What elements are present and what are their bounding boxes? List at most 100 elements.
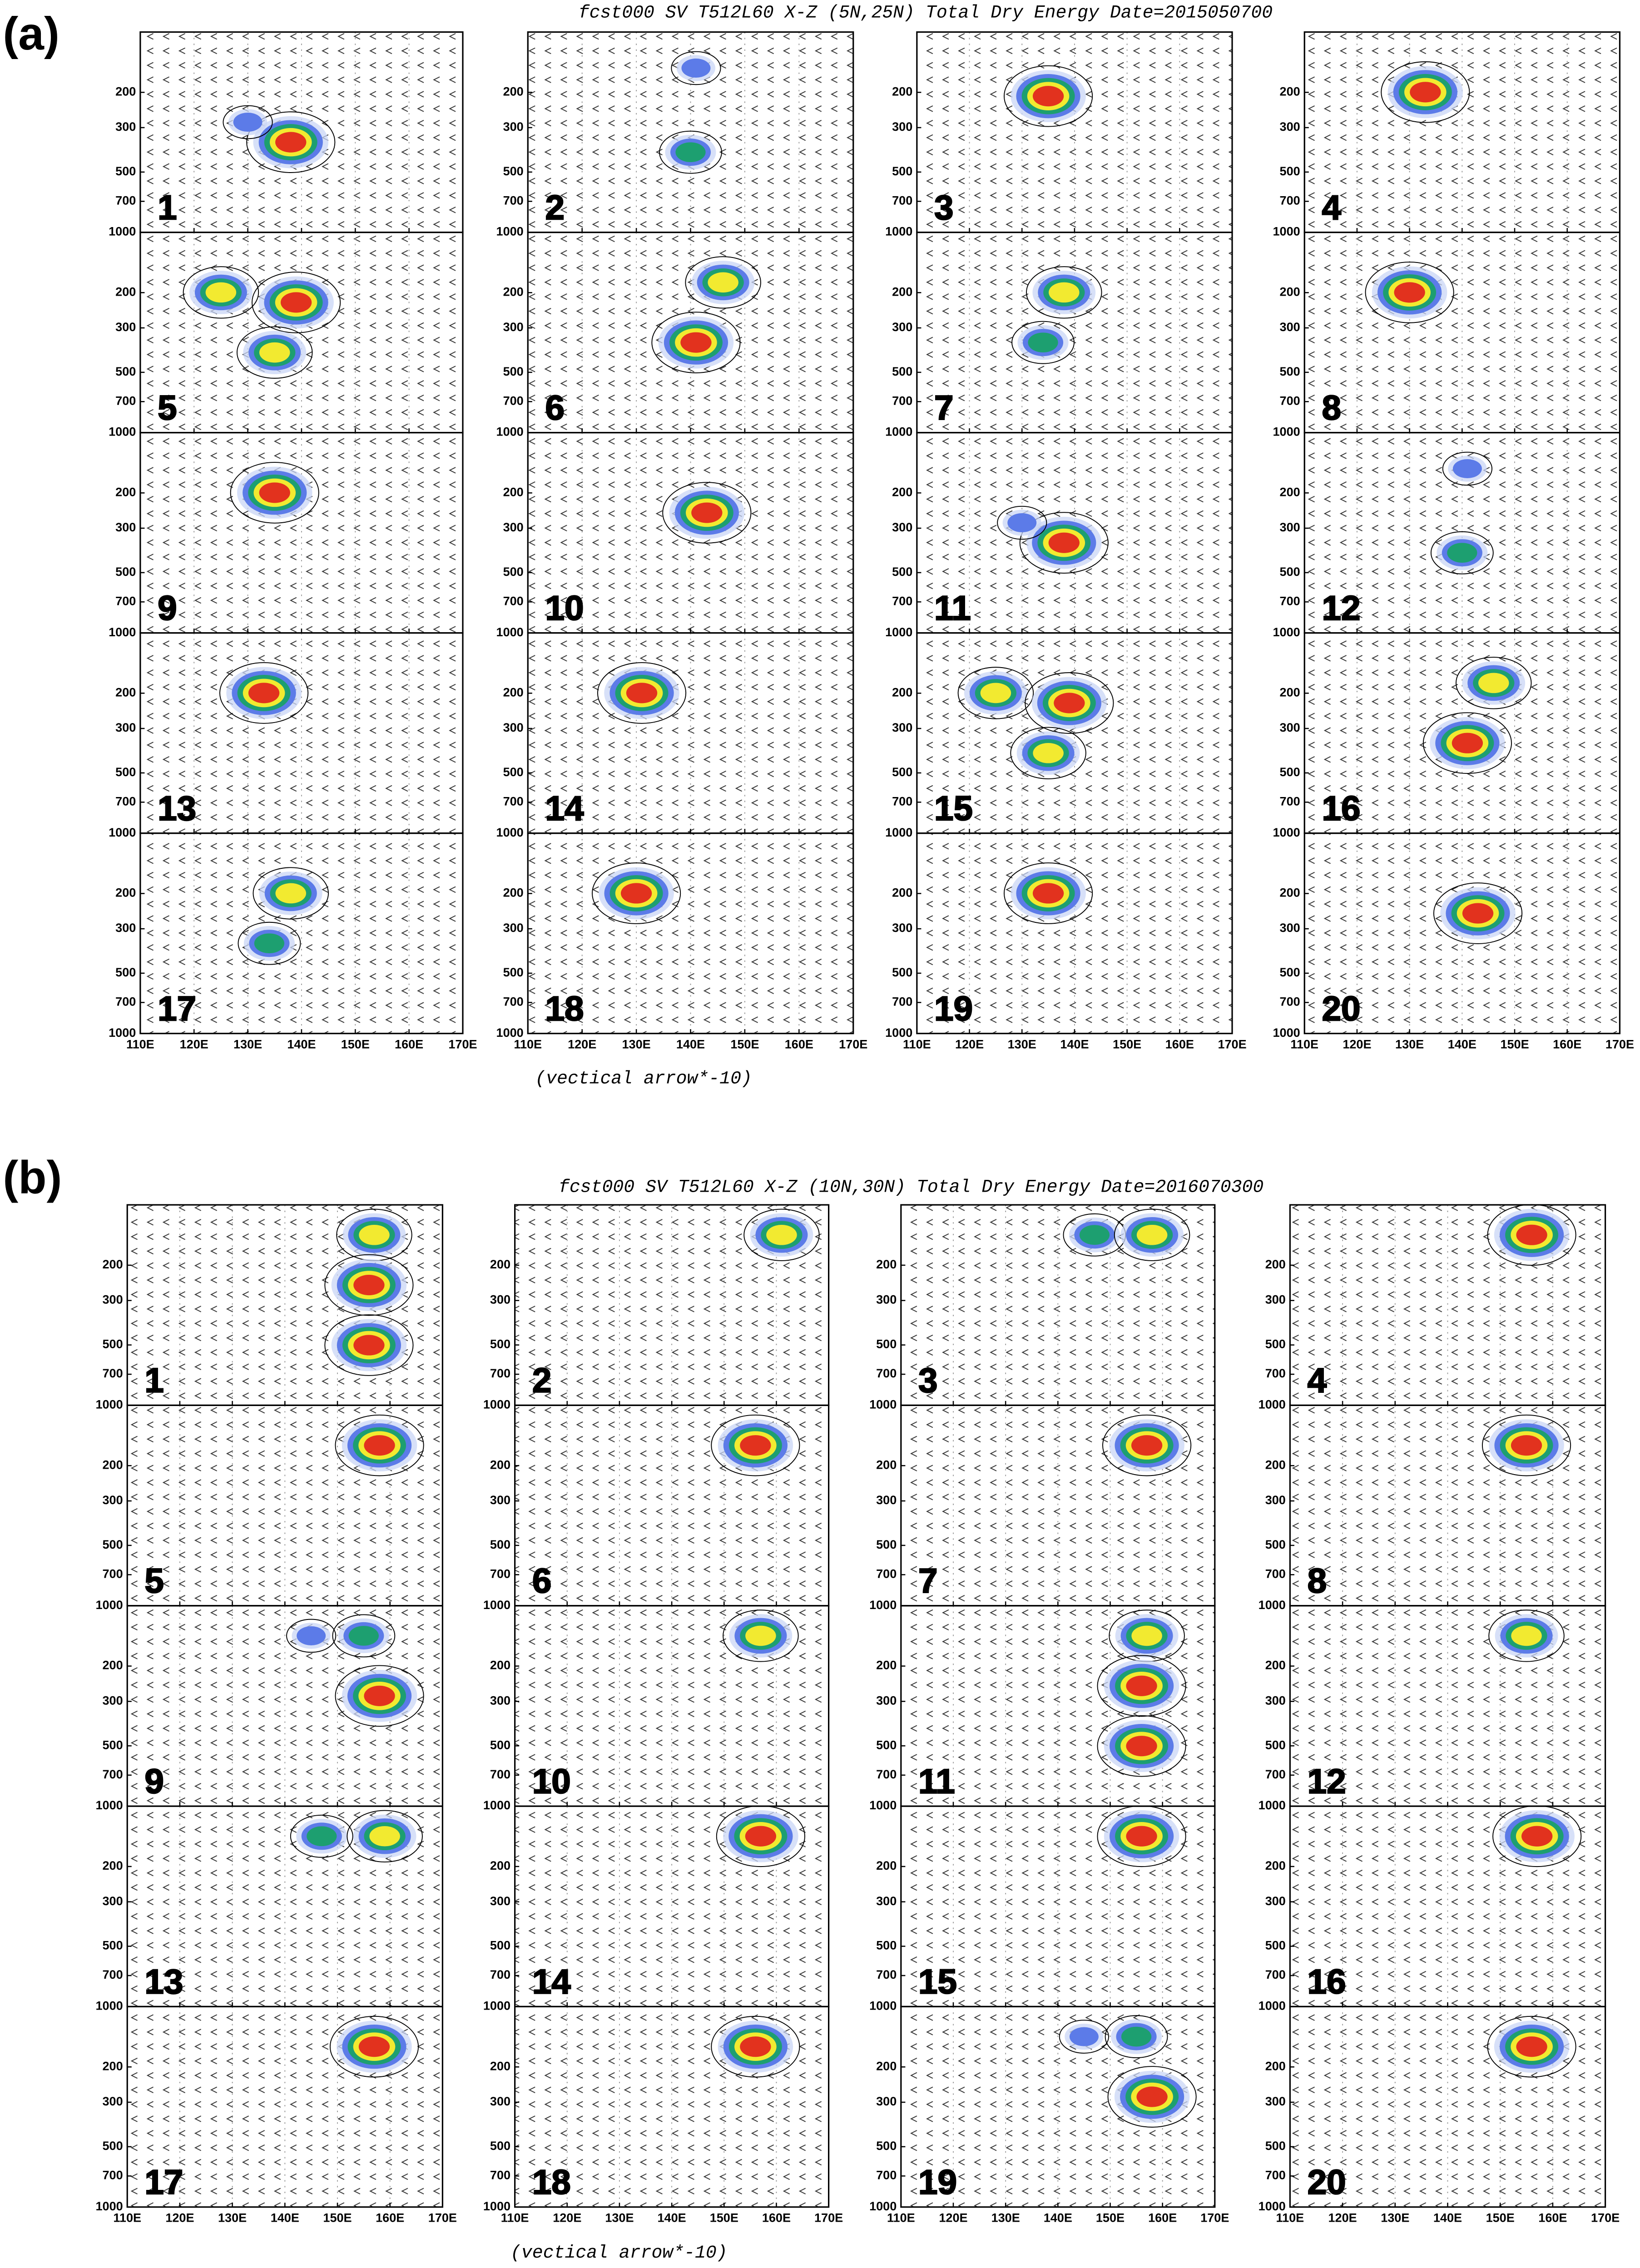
y-tick-label: 300: [1265, 1293, 1286, 1307]
contour-line: [1488, 1609, 1565, 1662]
x-tick-label: 140E: [1060, 1037, 1089, 1051]
y-tick-label: 200: [503, 84, 524, 98]
panel: 200 300 500 700 1000 10: [483, 1605, 830, 1812]
x-tick-label: 140E: [1433, 2211, 1462, 2224]
y-tick-label: 700: [490, 1968, 510, 1981]
contour-line: [246, 111, 336, 173]
panel: 200 300 500 700 1000 6: [496, 231, 854, 439]
energy-contour: [369, 1826, 400, 1847]
y-tick-label: 300: [103, 1293, 123, 1307]
y-tick-label: 1000: [496, 625, 524, 639]
y-tick-label: 500: [892, 164, 912, 178]
x-tick-label: 160E: [1148, 2211, 1177, 2224]
energy-contour: [675, 142, 706, 163]
x-tick-label: 110E: [887, 2211, 915, 2224]
panel-number: 16: [1308, 1963, 1346, 2001]
y-tick-label: 300: [1265, 1694, 1286, 1707]
energy-contour: [297, 1626, 326, 1645]
x-tick-label: 170E: [448, 1037, 477, 1051]
contour-line: [1025, 672, 1114, 734]
contour-line: [252, 272, 341, 333]
x-tick-label: 160E: [762, 2211, 791, 2224]
y-tick-label: 700: [876, 2169, 897, 2182]
y-tick-label: 200: [1280, 886, 1300, 900]
y-tick-label: 700: [503, 394, 524, 407]
y-tick-label: 700: [103, 1567, 123, 1580]
y-tick-label: 700: [1280, 995, 1300, 1009]
energy-contour: [766, 1224, 797, 1245]
panel-number: 7: [934, 389, 954, 427]
x-tick-label: 170E: [1605, 1037, 1634, 1051]
energy-contour: [353, 1335, 385, 1356]
contour-line: [286, 1619, 337, 1653]
y-tick-label: 700: [892, 794, 912, 808]
y-tick-label: 1000: [885, 425, 912, 439]
energy-contour: [1049, 282, 1080, 303]
y-tick-label: 500: [115, 164, 136, 178]
x-tick-label: 140E: [1448, 1037, 1476, 1051]
y-tick-label: 200: [876, 1458, 897, 1471]
y-tick-label: 300: [1280, 320, 1300, 334]
panel-number: 20: [1322, 990, 1360, 1028]
panel: 200 300 500 700 1000 13: [95, 1805, 443, 2013]
y-tick-label: 300: [103, 1694, 123, 1707]
contour-line: [1365, 262, 1454, 323]
y-tick-label: 200: [892, 285, 912, 298]
panel: 200 300 500 700 1000 15: [885, 632, 1233, 839]
contour-line: [183, 266, 259, 319]
x-tick-label: 110E: [903, 1037, 931, 1051]
energy-contour: [254, 933, 285, 954]
x-tick-label: 120E: [568, 1037, 596, 1051]
y-tick-label: 1000: [109, 826, 136, 839]
y-tick-label: 300: [490, 1694, 510, 1707]
y-tick-label: 500: [876, 1939, 897, 1952]
y-tick-label: 500: [1280, 365, 1300, 378]
y-tick-label: 1000: [109, 1026, 136, 1040]
y-tick-label: 700: [503, 995, 524, 1009]
y-tick-label: 700: [103, 1367, 123, 1380]
x-tick-label: 160E: [1538, 2211, 1567, 2224]
panel-number: 14: [532, 1963, 571, 2001]
x-tick-label: 170E: [1200, 2211, 1229, 2224]
panel-number: 1: [158, 188, 177, 227]
x-tick-label: 120E: [180, 1037, 208, 1051]
y-tick-label: 300: [115, 721, 136, 734]
y-tick-label: 1000: [483, 1398, 510, 1411]
y-tick-label: 200: [490, 1859, 510, 1872]
energy-contour: [348, 1626, 379, 1646]
energy-contour: [1447, 543, 1477, 563]
y-tick-label: 700: [1280, 794, 1300, 808]
panel-number: 15: [934, 789, 973, 828]
panel: 110E 120E 130E 140E 150E 160E 170E 200 300 500 700…: [885, 832, 1247, 1051]
y-tick-label: 1000: [496, 826, 524, 839]
panel-background: [528, 833, 853, 1034]
y-tick-label: 300: [115, 120, 136, 134]
y-tick-label: 700: [103, 2169, 123, 2182]
panel-background: [917, 833, 1233, 1034]
x-tick-label: 120E: [1328, 2211, 1357, 2224]
x-tick-label: 110E: [1276, 2211, 1304, 2224]
energy-contour: [708, 272, 738, 293]
contour-line: [1004, 65, 1093, 127]
y-tick-label: 500: [1265, 1337, 1286, 1351]
energy-contour: [1032, 883, 1064, 904]
x-tick-label: 140E: [658, 2211, 686, 2224]
x-tick-label: 130E: [1395, 1037, 1424, 1051]
panel: 200 300 500 700 1000 5: [95, 1404, 443, 1612]
y-tick-label: 1000: [496, 225, 524, 238]
y-tick-label: 700: [876, 1768, 897, 1781]
contour-line: [997, 505, 1047, 540]
y-tick-label: 500: [1280, 164, 1300, 178]
panel-number: 13: [158, 789, 196, 828]
y-tick-label: 500: [503, 966, 524, 979]
panel-number: 12: [1322, 589, 1360, 628]
energy-contour: [740, 2036, 771, 2057]
contour-line: [1102, 1414, 1192, 1476]
y-tick-label: 1000: [869, 2199, 897, 2213]
energy-contour: [233, 113, 263, 132]
contour-line: [253, 867, 329, 920]
y-tick-label: 700: [1265, 1367, 1286, 1380]
y-tick-label: 500: [115, 765, 136, 779]
contour-line: [238, 921, 301, 965]
